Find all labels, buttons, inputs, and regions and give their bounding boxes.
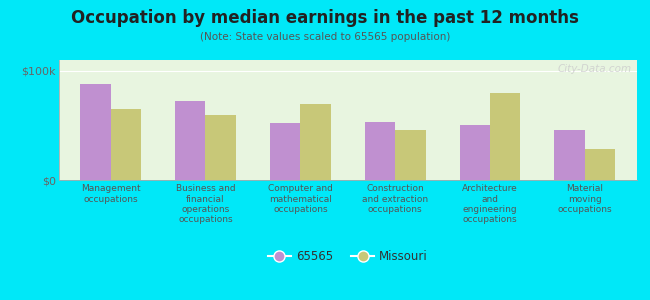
Bar <box>111 109 141 180</box>
Bar <box>490 93 521 180</box>
Bar <box>460 125 490 180</box>
Bar <box>365 122 395 180</box>
Legend: 65565, Missouri: 65565, Missouri <box>263 245 433 268</box>
Bar <box>585 149 615 180</box>
Bar <box>270 123 300 180</box>
Text: (Note: State values scaled to 65565 population): (Note: State values scaled to 65565 popu… <box>200 32 450 41</box>
Bar <box>300 103 331 180</box>
Bar <box>554 130 585 180</box>
Text: City-Data.com: City-Data.com <box>557 64 631 74</box>
Bar <box>81 84 110 180</box>
Bar <box>175 101 205 180</box>
Bar <box>395 130 426 180</box>
Bar <box>205 115 236 180</box>
Text: Occupation by median earnings in the past 12 months: Occupation by median earnings in the pas… <box>71 9 579 27</box>
